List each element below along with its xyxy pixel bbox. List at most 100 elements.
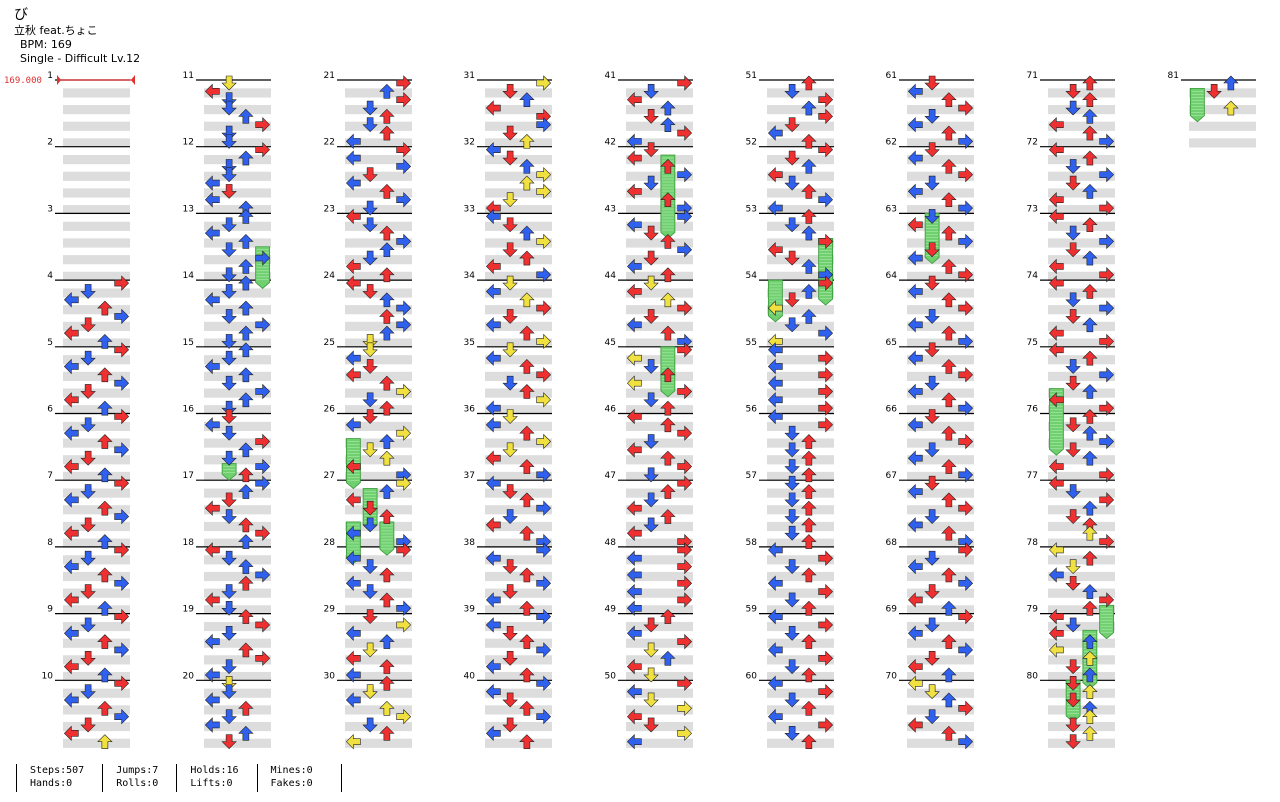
arrow-up-icon [941,292,957,308]
arrow-down-icon [643,275,659,291]
arrow-right-icon [958,100,974,116]
beat-band [63,88,130,98]
beat-band [1048,205,1115,215]
measure-number: 30 [324,671,336,681]
arrow-right-icon [818,275,834,291]
arrow-right-icon [677,558,693,575]
beat-band [626,88,693,98]
arrow-down-icon [502,509,518,524]
arrow-left-icon [204,225,220,241]
beat-band [626,238,693,248]
beat-band [1048,621,1115,632]
arrow-up-icon [1082,350,1098,366]
measure-number: 46 [605,405,617,415]
beat-band [204,705,271,715]
beat-band [485,471,552,482]
arrow-right-icon [677,75,693,91]
measure-number: 61 [886,71,897,81]
stats-group-steps: Steps:507 Hands:0 [16,764,84,792]
arrow-left-icon [907,417,923,433]
beat-band [345,721,412,732]
beat-band [345,421,412,432]
arrow-up-icon [660,192,676,208]
arrow-down-icon [362,250,378,266]
measure-number: 20 [183,671,195,681]
arrow-down-icon [1065,734,1081,750]
beat-band [345,671,412,682]
arrow-left-icon [626,283,642,300]
arrow-up-icon [1082,550,1098,566]
beat-band [63,421,130,432]
stat-fakes: Fakes:0 [270,778,313,789]
arrow-down-icon [502,217,518,233]
arrow-down-icon [502,409,518,424]
beat-band [1048,671,1115,682]
beat-band [767,221,834,231]
arrow-up-icon [238,208,254,224]
beat-band [204,571,271,582]
arrow-right-icon [396,600,412,616]
arrow-down-icon [784,442,800,458]
beat-band [63,138,130,148]
arrow-down-icon [924,309,940,324]
beat-band [1048,355,1115,365]
arrow-up-icon [97,634,113,649]
measure-number: 17 [183,471,194,481]
arrow-down-icon [362,100,378,116]
arrow-left-icon [1048,275,1064,291]
arrow-up-icon [379,434,395,449]
arrow-down-icon [1065,484,1081,499]
beat-band [1048,221,1115,231]
arrow-right-icon [818,325,834,341]
beat-band [626,738,693,748]
beat-band [767,721,834,732]
arrow-left-icon [1048,475,1064,491]
arrow-down-icon [221,242,237,258]
arrow-left-icon [626,217,642,233]
arrow-up-icon [941,725,957,741]
stat-hands: Hands:0 [30,778,73,789]
arrow-up-icon [519,384,535,399]
beat-band [767,288,834,298]
measure-number: 80 [1027,671,1039,681]
stats-group-holds: Holds:16 Lifts:0 [176,764,239,792]
beat-band [767,488,834,498]
arrow-right-icon [114,475,130,491]
measure-number: 78 [1027,538,1039,548]
arrow-right-icon [114,442,130,458]
arrow-right-icon [1099,166,1115,183]
arrow-left-icon [485,475,501,491]
beat-band [63,638,130,648]
beat-band [626,388,693,398]
beat-band [63,588,130,598]
arrow-left-icon [907,717,923,733]
arrow-left-icon [204,592,220,608]
arrow-down-icon [784,175,800,191]
arrow-left-icon [63,692,79,708]
arrow-left-icon [907,658,923,675]
arrow-up-icon [97,467,113,483]
arrow-up-icon [801,183,817,199]
arrow-left-icon [907,383,923,400]
arrow-down-icon [924,275,940,291]
arrow-up-icon [660,117,676,132]
beat-band [1048,88,1115,98]
arrow-left-icon [626,91,642,108]
arrow-down-icon [80,384,96,399]
arrow-down-icon [362,359,378,374]
measure-number: 70 [886,671,898,681]
beat-band [907,338,974,348]
arrow-right-icon [536,233,552,250]
beat-band [907,105,974,115]
arrow-right-icon [1099,367,1115,383]
arrow-up-icon [379,125,395,141]
arrow-left-icon [907,675,923,692]
beat-band [767,371,834,381]
arrow-right-icon [677,575,693,591]
arrow-down-icon [221,334,237,349]
arrow-down-icon [924,175,940,191]
beat-band [63,405,130,415]
arrow-up-icon [1082,183,1098,199]
beat-band [204,555,271,565]
arrow-up-icon [97,534,113,549]
